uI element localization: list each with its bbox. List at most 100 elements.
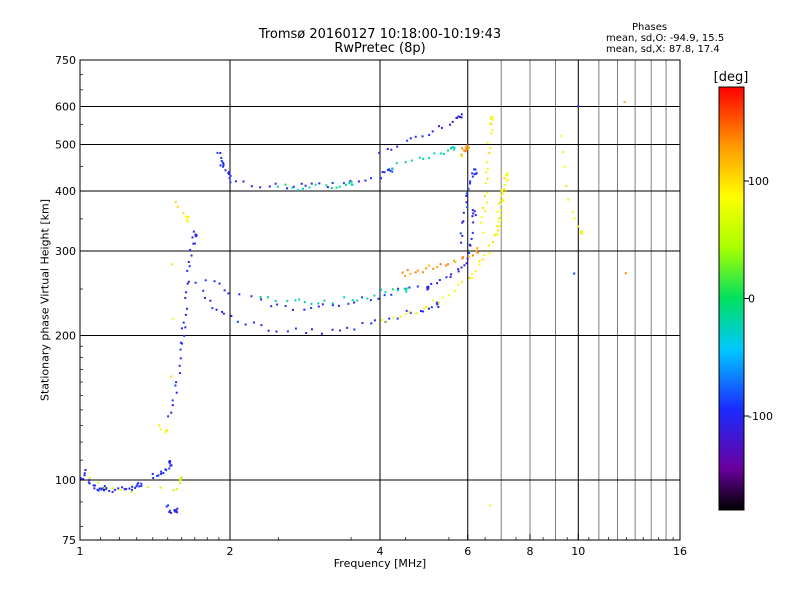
data-point	[490, 123, 493, 126]
data-point	[168, 460, 171, 463]
data-point	[441, 296, 444, 299]
data-point	[489, 504, 492, 507]
data-point	[92, 484, 95, 487]
data-point	[396, 317, 399, 320]
data-point	[466, 148, 469, 151]
data-point	[97, 481, 100, 484]
data-point	[445, 276, 448, 279]
data-point	[260, 324, 263, 327]
data-point	[467, 255, 470, 258]
data-point	[465, 201, 468, 204]
data-point	[286, 187, 289, 190]
data-point	[284, 304, 287, 307]
data-point	[357, 180, 360, 183]
data-point	[460, 113, 463, 116]
axis-ticks: 1 2 4 6 8 10 16 75 100 200 300 400 500 600 750	[55, 54, 687, 558]
data-point	[449, 123, 452, 126]
data-point	[221, 165, 224, 168]
data-point	[331, 304, 334, 307]
data-point	[401, 271, 404, 274]
data-point	[488, 252, 491, 255]
y-tick-label: 500	[55, 139, 76, 152]
data-point	[498, 225, 501, 228]
data-point	[623, 100, 626, 103]
data-point	[140, 482, 143, 485]
data-point	[103, 486, 106, 489]
data-point	[82, 478, 85, 481]
data-point	[373, 319, 376, 322]
data-point	[460, 266, 463, 269]
data-point	[494, 234, 497, 237]
data-point	[581, 229, 584, 232]
data-point	[308, 186, 311, 189]
data-point	[305, 331, 308, 334]
data-point	[428, 156, 431, 159]
data-point	[181, 342, 184, 345]
data-point	[227, 171, 230, 174]
data-point	[167, 504, 170, 507]
data-point	[438, 279, 441, 282]
data-point	[456, 116, 459, 119]
data-point	[496, 229, 499, 232]
data-point	[370, 322, 373, 325]
data-point	[320, 332, 323, 335]
x-axis-label: Frequency [MHz]	[333, 557, 427, 570]
data-point	[506, 174, 509, 177]
data-point	[580, 230, 583, 233]
data-point	[447, 149, 450, 152]
data-point	[503, 184, 506, 187]
data-point	[496, 224, 499, 227]
data-point	[331, 328, 334, 331]
colorbar-tick-label: 100	[748, 175, 769, 188]
data-point	[220, 156, 223, 159]
data-point	[136, 483, 139, 486]
data-point	[179, 357, 182, 360]
data-point	[486, 177, 489, 180]
data-point	[472, 221, 475, 224]
data-point	[229, 174, 232, 177]
data-point	[331, 302, 334, 305]
data-point	[467, 146, 470, 149]
data-point	[505, 179, 508, 182]
x-tick-label: 1	[77, 545, 84, 558]
data-point	[577, 105, 580, 108]
data-point	[465, 192, 468, 195]
data-point	[506, 172, 509, 175]
data-point	[577, 225, 580, 228]
data-point	[436, 266, 439, 269]
data-point	[430, 282, 433, 285]
data-point	[459, 232, 462, 235]
data-point	[496, 210, 499, 213]
data-point	[172, 489, 175, 492]
data-point	[123, 488, 126, 491]
data-point	[174, 384, 177, 387]
colorbar-label: [deg]	[713, 70, 749, 85]
data-point	[430, 306, 433, 309]
data-point	[460, 116, 463, 119]
data-point	[369, 299, 372, 302]
data-point	[381, 171, 384, 174]
data-point	[97, 489, 100, 492]
data-point	[462, 211, 465, 214]
data-point	[416, 285, 419, 288]
data-point	[471, 209, 474, 212]
data-point	[388, 168, 391, 171]
data-point	[475, 249, 478, 252]
data-point	[474, 214, 477, 217]
data-point	[111, 487, 114, 490]
data-point	[422, 157, 425, 160]
data-point	[351, 183, 354, 186]
data-point	[346, 326, 349, 329]
data-point	[339, 329, 342, 332]
data-point	[559, 134, 562, 137]
data-point	[460, 153, 463, 156]
data-point	[291, 308, 294, 311]
data-point	[409, 272, 412, 275]
data-point	[500, 189, 503, 192]
data-point	[442, 152, 445, 155]
data-point	[562, 151, 565, 154]
data-point	[392, 316, 395, 319]
data-point	[220, 160, 223, 163]
data-point	[419, 309, 422, 312]
data-point	[460, 241, 463, 244]
